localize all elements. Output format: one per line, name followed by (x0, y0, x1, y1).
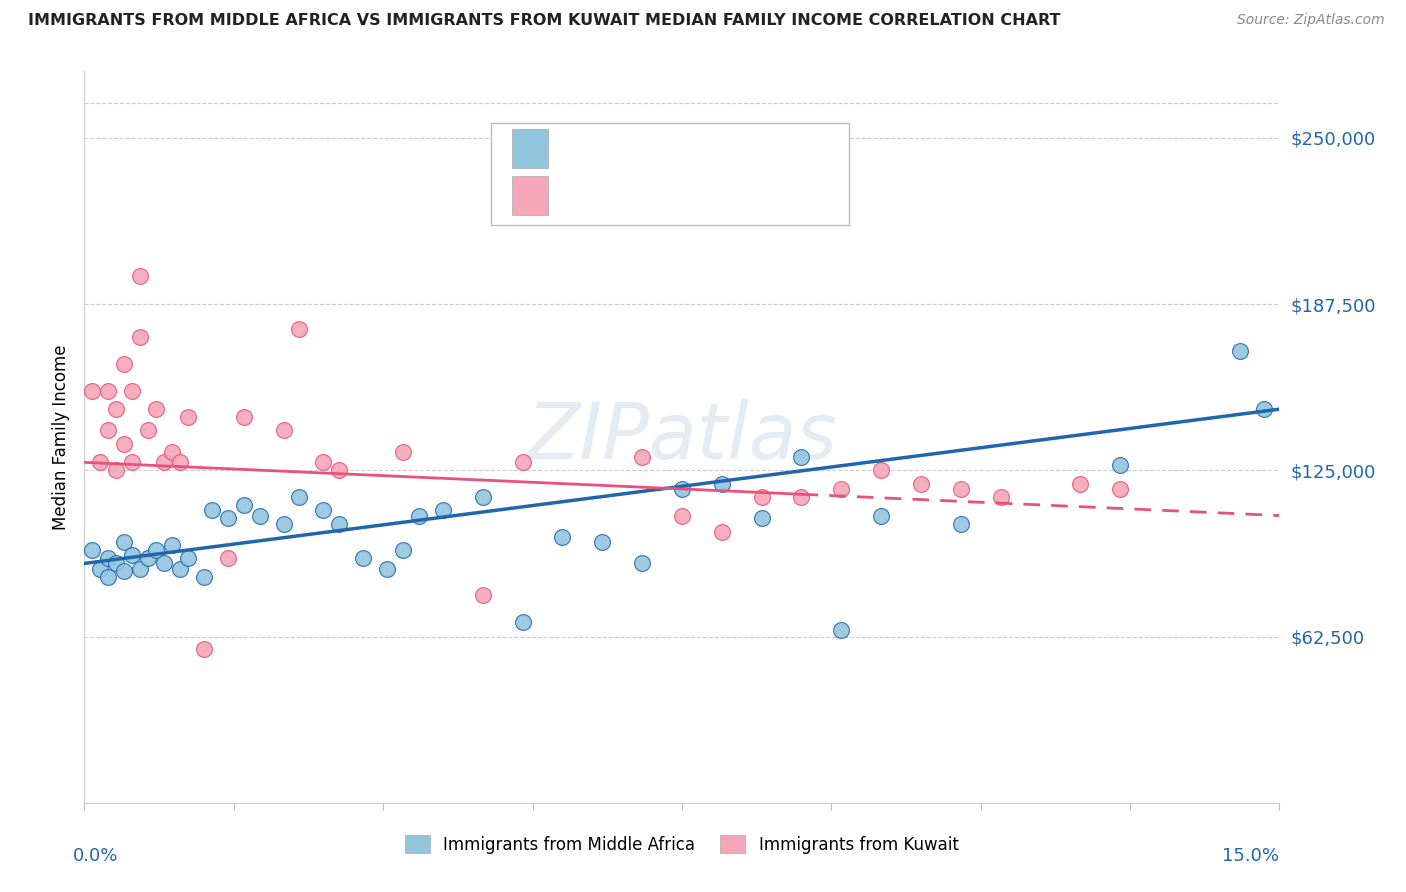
Point (328, 463, 350, 477)
Point (97, 570, 120, 584)
Point (129, 330, 152, 344)
Point (432, 503, 454, 517)
Point (910, 476, 932, 491)
Point (870, 508, 893, 523)
Point (512, 455, 534, 469)
Point (193, 570, 215, 584)
Point (112, 357, 135, 371)
Point (112, 436, 135, 450)
Point (1069, 476, 1091, 491)
Point (312, 503, 335, 517)
Point (177, 551, 200, 566)
Legend: Immigrants from Middle Africa, Immigrants from Kuwait: Immigrants from Middle Africa, Immigrant… (398, 829, 966, 860)
Point (153, 557, 176, 571)
Point (471, 490, 494, 504)
Point (201, 503, 224, 517)
Point (751, 490, 773, 504)
Point (790, 450, 813, 464)
Point (671, 508, 693, 523)
Point (232, 410, 254, 425)
Point (1109, 482, 1132, 496)
Point (512, 615, 534, 629)
Point (160, 538, 183, 552)
Point (631, 450, 654, 464)
Point (990, 490, 1012, 504)
Point (129, 562, 152, 576)
Point (121, 549, 143, 563)
Point (177, 410, 200, 425)
Point (121, 455, 143, 469)
Point (273, 516, 295, 531)
Point (949, 482, 972, 496)
Point (631, 557, 654, 571)
Point (160, 444, 183, 458)
Point (1109, 458, 1132, 472)
Point (136, 424, 159, 438)
Point (169, 455, 191, 469)
Text: Source: ZipAtlas.com: Source: ZipAtlas.com (1237, 13, 1385, 28)
Point (136, 551, 159, 566)
Point (790, 490, 813, 504)
Point (288, 490, 311, 504)
Point (471, 588, 494, 602)
Point (121, 384, 143, 398)
Point (82, 543, 104, 558)
Text: ZIPatlas: ZIPatlas (526, 399, 838, 475)
Point (145, 543, 167, 558)
Point (82, 384, 104, 398)
Point (217, 551, 239, 566)
Point (408, 508, 430, 523)
Point (97, 384, 120, 398)
Y-axis label: Median Family Income: Median Family Income (52, 344, 70, 530)
Point (129, 269, 152, 284)
Point (112, 565, 135, 579)
Point (949, 516, 972, 531)
Point (273, 424, 295, 438)
Point (591, 535, 613, 549)
Point (105, 463, 128, 477)
Text: 0.0%: 0.0% (73, 847, 118, 864)
Text: 15.0%: 15.0% (1222, 847, 1279, 864)
Point (352, 551, 374, 566)
Point (751, 511, 773, 525)
Point (328, 516, 350, 531)
Point (551, 530, 574, 544)
Point (249, 508, 271, 523)
Point (105, 402, 128, 417)
Point (145, 402, 167, 417)
Point (1229, 343, 1251, 358)
Point (112, 535, 135, 549)
Point (870, 463, 893, 477)
Point (217, 511, 239, 525)
Point (671, 482, 693, 496)
Point (830, 623, 852, 637)
Point (830, 482, 852, 496)
Point (97, 424, 120, 438)
Point (89, 455, 111, 469)
Point (312, 455, 335, 469)
Point (89, 562, 111, 576)
Point (97, 551, 120, 566)
Point (1253, 402, 1275, 417)
Point (710, 476, 733, 491)
Point (153, 455, 176, 469)
Text: IMMIGRANTS FROM MIDDLE AFRICA VS IMMIGRANTS FROM KUWAIT MEDIAN FAMILY INCOME COR: IMMIGRANTS FROM MIDDLE AFRICA VS IMMIGRA… (28, 13, 1060, 29)
Point (375, 562, 398, 576)
Point (288, 322, 311, 336)
Point (232, 498, 254, 512)
Point (392, 543, 415, 558)
Point (392, 444, 415, 458)
Point (710, 524, 733, 539)
Point (193, 641, 215, 656)
Point (105, 557, 128, 571)
Point (169, 562, 191, 576)
